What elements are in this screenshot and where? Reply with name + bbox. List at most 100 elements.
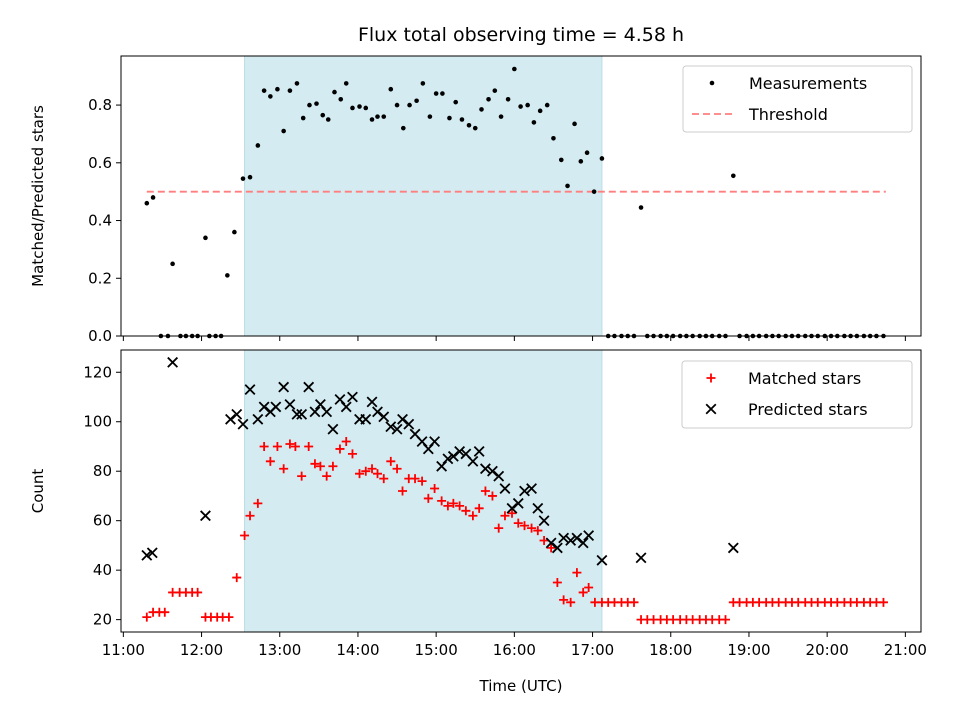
x-tick-label: 20:00 — [806, 641, 849, 659]
data-point — [539, 535, 549, 545]
data-point — [447, 115, 452, 121]
chart-title: Flux total observing time = 4.58 h — [358, 24, 684, 46]
data-point — [279, 464, 289, 474]
x-tick-label: 12:00 — [180, 641, 223, 659]
data-point — [252, 413, 264, 425]
data-point — [518, 104, 523, 109]
x-tick-label: 19:00 — [727, 641, 770, 659]
data-point — [453, 99, 459, 105]
data-point — [247, 174, 253, 180]
highlight-span — [244, 349, 603, 633]
x-tick-label: 13:00 — [258, 641, 301, 659]
data-point — [307, 102, 312, 108]
data-point — [335, 444, 345, 454]
legend-box — [682, 65, 913, 133]
data-point — [544, 102, 550, 108]
data-point — [468, 511, 478, 521]
series-predicted-stars — [141, 356, 739, 566]
data-point — [363, 105, 369, 111]
data-point — [325, 117, 331, 122]
data-point — [232, 573, 242, 583]
data-point — [310, 459, 320, 469]
data-point — [160, 607, 170, 617]
data-point — [578, 159, 584, 164]
data-point — [303, 381, 315, 393]
data-point — [461, 506, 471, 516]
data-point — [284, 398, 296, 410]
series-matched-stars — [142, 437, 888, 625]
data-point — [552, 578, 562, 588]
data-point — [467, 455, 479, 467]
data-point — [526, 483, 537, 494]
legend-marker — [705, 403, 717, 415]
data-point — [244, 384, 256, 396]
data-point — [272, 441, 282, 451]
data-point — [309, 406, 321, 418]
y-tick-label: 60 — [93, 512, 112, 530]
data-point — [513, 518, 523, 528]
axes-frame — [120, 55, 922, 337]
data-point — [340, 401, 352, 413]
data-point — [565, 535, 577, 546]
data-point — [572, 121, 577, 127]
data-point — [506, 502, 518, 514]
data-point — [487, 465, 498, 477]
data-point — [472, 125, 478, 131]
data-point — [494, 523, 504, 533]
data-point — [321, 406, 333, 418]
data-point — [343, 81, 349, 86]
data-point — [473, 445, 485, 457]
y-tick-label: 40 — [93, 561, 112, 579]
data-point — [551, 135, 556, 141]
data-point — [507, 508, 517, 518]
data-point — [578, 587, 588, 597]
x-tick-label: 15:00 — [415, 641, 458, 659]
data-point — [290, 441, 300, 451]
data-point — [320, 112, 326, 118]
x-tick-label: 14:00 — [336, 641, 379, 659]
data-point — [591, 189, 597, 194]
data-point — [487, 491, 497, 501]
data-point — [232, 229, 237, 235]
data-point — [410, 474, 420, 484]
y-tick-label: 0.2 — [88, 269, 112, 287]
data-point — [638, 205, 644, 210]
data-point — [381, 114, 387, 119]
data-point — [414, 98, 419, 104]
data-point — [275, 86, 280, 92]
data-point — [240, 531, 250, 541]
data-point — [258, 401, 270, 413]
data-point — [566, 597, 576, 607]
data-point — [635, 552, 647, 564]
y-tick-label: 20 — [93, 611, 112, 629]
data-point — [338, 96, 344, 102]
data-point — [231, 408, 243, 420]
data-point — [430, 484, 440, 494]
data-point — [407, 102, 412, 108]
data-point — [291, 408, 303, 420]
data-point — [546, 543, 556, 553]
data-point — [347, 391, 358, 403]
data-point — [386, 456, 396, 466]
data-point — [297, 471, 307, 481]
highlight-span — [244, 55, 603, 337]
legend-marker — [706, 373, 716, 383]
legend-box — [681, 360, 913, 429]
data-point — [731, 173, 736, 179]
data-point — [558, 532, 570, 544]
data-point — [146, 547, 158, 559]
x-tick-label: 11:00 — [102, 641, 145, 659]
data-point — [315, 461, 325, 471]
data-point — [268, 94, 273, 99]
data-point — [379, 474, 389, 484]
data-point — [545, 537, 557, 549]
data-point — [385, 421, 397, 433]
data-point — [537, 108, 543, 114]
data-point — [492, 88, 498, 93]
legend: Measurements Threshold — [682, 65, 913, 133]
data-point — [314, 101, 319, 106]
y-tick-label: 100 — [83, 413, 112, 431]
y-tick-label: 0.6 — [88, 154, 112, 172]
data-point — [225, 273, 230, 278]
data-point — [203, 235, 208, 241]
